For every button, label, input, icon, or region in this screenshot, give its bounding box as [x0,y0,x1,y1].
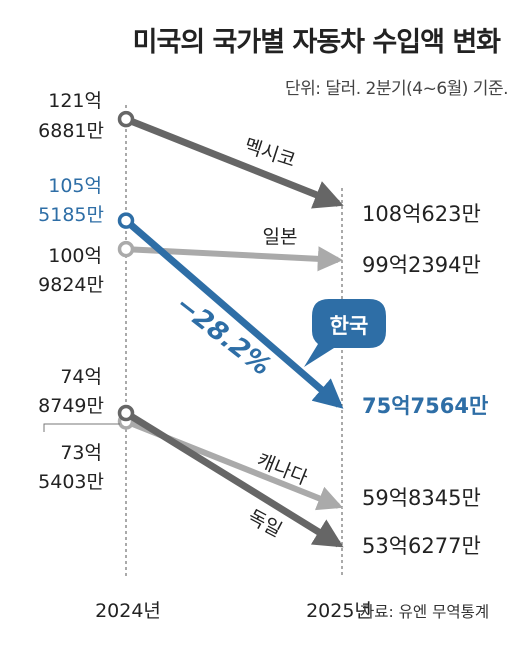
start-label-line1-1: 105억 [48,175,102,197]
chart-subtitle: 단위: 달러. 2분기(4~6월) 기준. [285,79,508,99]
korea-callout-bubble [304,299,386,367]
series-line-3 [130,413,344,548]
series-name-label-2: 일본 [263,226,298,248]
series-line-0 [131,118,344,209]
start-label-line1-2: 100억 [48,245,102,267]
source-note: 자료: 유엔 무역통계 [360,603,489,621]
series-line-2 [132,246,344,272]
start-label-line2-4: 5403만 [38,471,104,493]
end-label-2: 99억2394만 [362,253,481,277]
x-tick-label-2025: 2025년 [306,600,372,622]
series-start-point-2 [117,240,135,258]
end-label-1: 75억7564만 [362,394,488,418]
series-line-1 [129,222,344,409]
canada-label-leader [43,423,120,432]
end-label-3: 53억6277만 [362,534,481,558]
chart-title: 미국의 국가별 자동차 수입액 변화 [132,27,501,58]
start-label-line1-3: 74억 [60,366,102,388]
x-tick-label-2024: 2024년 [95,600,161,622]
start-label-line2-1: 5185만 [38,204,104,226]
korea-callout-label: 한국 [330,314,369,338]
start-label-line1-4: 73억 [60,442,102,464]
start-label-line2-3: 8749만 [38,395,104,417]
start-label-line1-0: 121억 [48,90,102,112]
end-label-4: 59억8345만 [362,486,481,510]
series-start-point-0 [117,110,135,128]
series-start-point-3 [117,404,135,422]
start-label-line2-2: 9824만 [38,274,104,296]
end-label-0: 108억623만 [362,202,481,226]
start-label-line2-0: 6881만 [38,120,104,142]
series-start-point-1 [117,212,135,229]
